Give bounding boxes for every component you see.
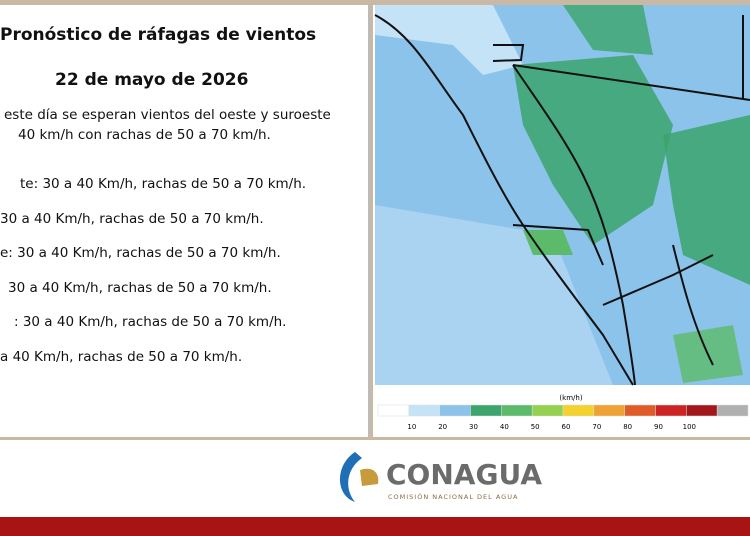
forecast-item: : 30 a 40 Km/h, rachas de 50 a 70 km/h.: [14, 314, 287, 330]
legend-tick-label: 40: [500, 423, 509, 431]
legend-swatch: [624, 404, 656, 417]
legend-swatch: [655, 404, 687, 417]
text-panel: Pronóstico de ráfagas de vientos 22 de m…: [0, 5, 370, 437]
legend-swatch: [531, 404, 564, 417]
logo-icon: [340, 452, 362, 502]
legend-swatch: [562, 404, 595, 417]
logo: CONAGUA COMISIÓN NACIONAL DEL AGUA: [340, 452, 542, 502]
forecast-item: e: 30 a 40 Km/h, rachas de 50 a 70 km/h.: [0, 245, 281, 261]
legend-swatch: [439, 404, 471, 417]
intro-line: 40 km/h con rachas de 50 a 70 km/h.: [18, 127, 271, 143]
legend-tick-label: 80: [623, 423, 632, 431]
legend-swatch: [377, 404, 410, 417]
forecast-item: 30 a 40 Km/h, rachas de 50 a 70 km/h.: [0, 210, 264, 227]
footer: CONAGUA COMISIÓN NACIONAL DEL AGUA: [0, 440, 750, 517]
coastlines: [374, 14, 750, 386]
legend-tick-label: 10: [407, 423, 416, 431]
area: [523, 230, 573, 255]
legend-unit: (km/h): [559, 394, 582, 402]
legend-swatch: [686, 404, 718, 417]
legend-tick-label: 90: [654, 423, 663, 431]
area: [513, 55, 673, 245]
legend: (km/h) 10 20 30 40 50 60 70 80 90 100: [377, 394, 749, 431]
bar: [0, 517, 750, 536]
logo-icon: [360, 468, 379, 486]
legend-tick-label: 30: [469, 423, 478, 431]
area: [375, 5, 523, 75]
legend-swatch: [501, 404, 533, 417]
logo-subtitle: COMISIÓN NACIONAL DEL AGUA: [388, 492, 518, 501]
forecast-item: 30 a 40 Km/h, rachas de 50 a 70 km/h.: [8, 279, 272, 296]
area: [563, 5, 653, 55]
logo-name: CONAGUA: [386, 458, 542, 491]
legend-swatch: [593, 404, 625, 417]
map: (km/h) 10 20 30 40 50 60 70 80 90 100: [374, 5, 750, 431]
legend-tick-label: 20: [438, 423, 447, 431]
map-panel: (km/h) 10 20 30 40 50 60 70 80 90 100: [373, 5, 750, 437]
legend-tick-label: 50: [531, 423, 540, 431]
legend-swatch: [408, 404, 440, 417]
legend-tick-label: 70: [592, 423, 601, 431]
intro-line: este día se esperan vientos del oeste y …: [4, 107, 331, 123]
legend-tick-label: 60: [562, 423, 571, 431]
legend-swatch: [470, 404, 502, 417]
title: Pronóstico de ráfagas de vientos: [0, 25, 317, 45]
area: [663, 115, 750, 285]
legend-tick-label: 100: [683, 423, 696, 431]
legend-swatch: [716, 404, 749, 417]
forecast-item: a 40 Km/h, rachas de 50 a 70 km/h.: [0, 348, 243, 365]
forecast-item: te: 30 a 40 Km/h, rachas de 50 a 70 km/h…: [20, 176, 307, 192]
date: 22 de mayo de 2026: [55, 70, 249, 90]
